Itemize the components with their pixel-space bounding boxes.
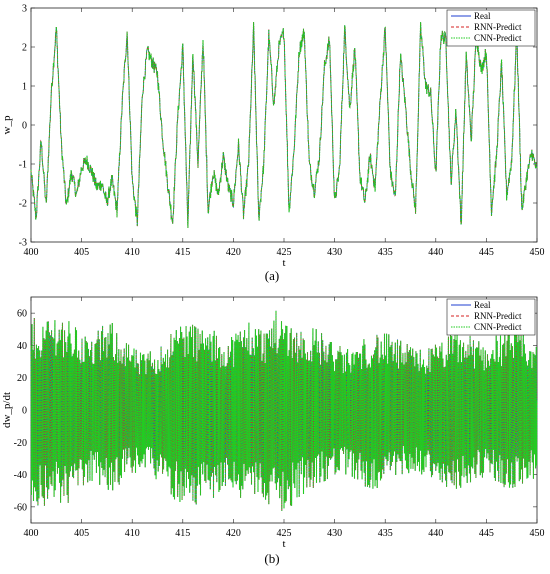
y-tick-label: -20 — [14, 438, 27, 449]
legend-label: RNN-Predict — [474, 22, 522, 32]
x-tick-labels-a: 400 405 410 415 420 425 430 435 440 445 450 — [24, 8, 545, 258]
x-axis-label-a: t — [282, 257, 285, 269]
x-tick-label: 425 — [277, 528, 292, 539]
x-tick-label: 415 — [175, 247, 190, 258]
y-tick-label: 0 — [22, 406, 27, 417]
x-tick-label: 425 — [277, 247, 292, 258]
series-line-rnn-predict — [30, 22, 538, 228]
y-tick-label: 40 — [17, 341, 27, 352]
x-tick-label: 440 — [428, 528, 443, 539]
caption-b: (b) — [264, 551, 279, 566]
x-tick-label: 450 — [530, 528, 545, 539]
x-tick-label: 415 — [175, 528, 190, 539]
x-tick-label: 420 — [226, 528, 241, 539]
y-tick-label: -40 — [14, 470, 27, 481]
x-tick-label: 435 — [378, 247, 393, 258]
x-tick-label: 435 — [378, 528, 393, 539]
x-tick-label: 445 — [479, 247, 494, 258]
x-tick-label: 410 — [125, 528, 140, 539]
x-tick-label: 445 — [479, 528, 494, 539]
legend-label: CNN-Predict — [474, 322, 522, 332]
x-tick-label: 410 — [125, 247, 140, 258]
y-tick-label: 60 — [17, 309, 27, 320]
y-tick-label: 1 — [22, 82, 27, 93]
y-tick-label: -3 — [19, 238, 27, 249]
y-axis-label-b: dw_p/dt — [1, 392, 13, 428]
y-tick-label: -60 — [14, 502, 27, 513]
legend-label: CNN-Predict — [474, 33, 522, 43]
y-tick-label: -1 — [19, 160, 27, 171]
y-axis-label-a: w_p — [1, 115, 13, 134]
caption-a: (a) — [265, 268, 279, 283]
chart-panel-b: 60 40 20 0 -20 -40 -60 400 405 410 415 420 425 430 43… — [1, 296, 545, 566]
x-tick-label: 400 — [24, 247, 39, 258]
x-tick-label: 405 — [74, 528, 89, 539]
x-tick-label: 420 — [226, 247, 241, 258]
series-layer-b — [30, 310, 538, 511]
x-axis-label-b: t — [282, 538, 285, 550]
legend-label: Real — [474, 300, 491, 310]
x-tick-labels-b: 400 405 410 415 420 425 430 435 440 445 450 — [24, 297, 545, 539]
chart-panel-a: 3 2 1 0 -1 -2 -3 400 405 410 415 420 425 430 435 440 44… — [1, 4, 545, 284]
legend-label: Real — [474, 11, 491, 21]
x-tick-label: 440 — [428, 247, 443, 258]
x-tick-label: 430 — [327, 528, 342, 539]
y-tick-label: 0 — [22, 121, 27, 132]
y-tick-label: 2 — [22, 43, 27, 54]
x-tick-label: 400 — [24, 528, 39, 539]
y-tick-label: 20 — [17, 373, 27, 384]
x-tick-label: 405 — [74, 247, 89, 258]
x-tick-label: 450 — [530, 247, 545, 258]
y-tick-label: -2 — [19, 199, 27, 210]
series-layer-a — [30, 22, 538, 228]
legend-label: RNN-Predict — [474, 311, 522, 321]
y-tick-labels-a: 3 2 1 0 -1 -2 -3 — [19, 4, 537, 249]
series-line-cnn-predict — [30, 22, 538, 228]
series-line-cnn-predict — [30, 310, 538, 511]
y-tick-label: 3 — [22, 4, 27, 15]
x-tick-label: 430 — [327, 247, 342, 258]
